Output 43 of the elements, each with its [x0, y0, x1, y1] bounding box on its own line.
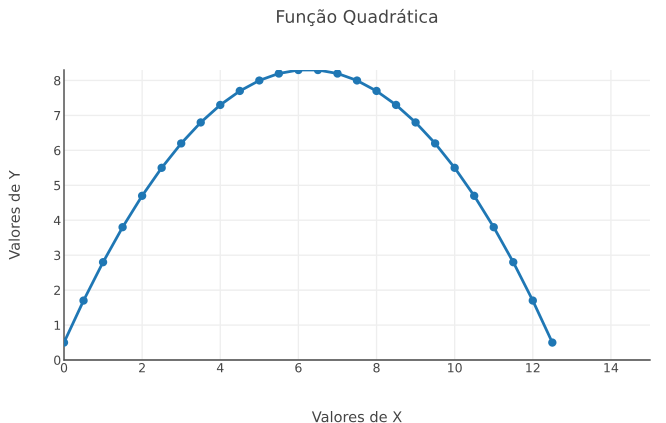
point	[138, 192, 146, 200]
point	[236, 86, 244, 96]
y-tick-label: 1	[54, 320, 60, 330]
x-tick-label: 2	[139, 363, 145, 372]
x-axis-title: Valores de X	[312, 410, 402, 422]
chart-title: Função Quadrática	[277, 8, 438, 26]
y-tick-label: 2	[54, 286, 60, 295]
y-tick-label: 3	[54, 250, 60, 260]
y-tick-label: 8	[54, 76, 60, 86]
point	[509, 258, 518, 266]
point	[430, 139, 440, 148]
point	[372, 86, 381, 96]
point	[196, 118, 205, 127]
x-tick-label: 12	[526, 363, 540, 372]
point	[274, 70, 284, 78]
y-tick-label: 4	[54, 216, 61, 225]
y-tick-label: 7	[54, 111, 60, 120]
x-tick-label: 14	[604, 363, 618, 372]
point	[98, 258, 108, 266]
point	[118, 223, 127, 232]
y-axis-title: Valores de Y	[8, 170, 20, 260]
x-tick-label: 8	[373, 363, 380, 372]
x-tick-label: 0	[60, 363, 68, 372]
point	[79, 296, 88, 305]
point	[490, 223, 498, 232]
point	[548, 338, 556, 347]
y-tick-label: 0	[54, 355, 60, 365]
point	[333, 70, 342, 78]
x-tick-label: 4	[216, 363, 224, 372]
point	[352, 76, 362, 85]
y-tick-label: 5	[54, 180, 60, 190]
point	[392, 100, 400, 110]
point	[177, 139, 186, 148]
x-tick-label: 6	[295, 363, 302, 372]
x-tick-label: 10	[448, 363, 462, 372]
point	[216, 100, 224, 110]
y-tick-label: 6	[54, 146, 60, 156]
point	[450, 164, 459, 172]
point	[411, 118, 420, 127]
point	[255, 76, 264, 85]
point	[470, 192, 478, 200]
point	[158, 164, 166, 172]
point	[528, 296, 537, 305]
